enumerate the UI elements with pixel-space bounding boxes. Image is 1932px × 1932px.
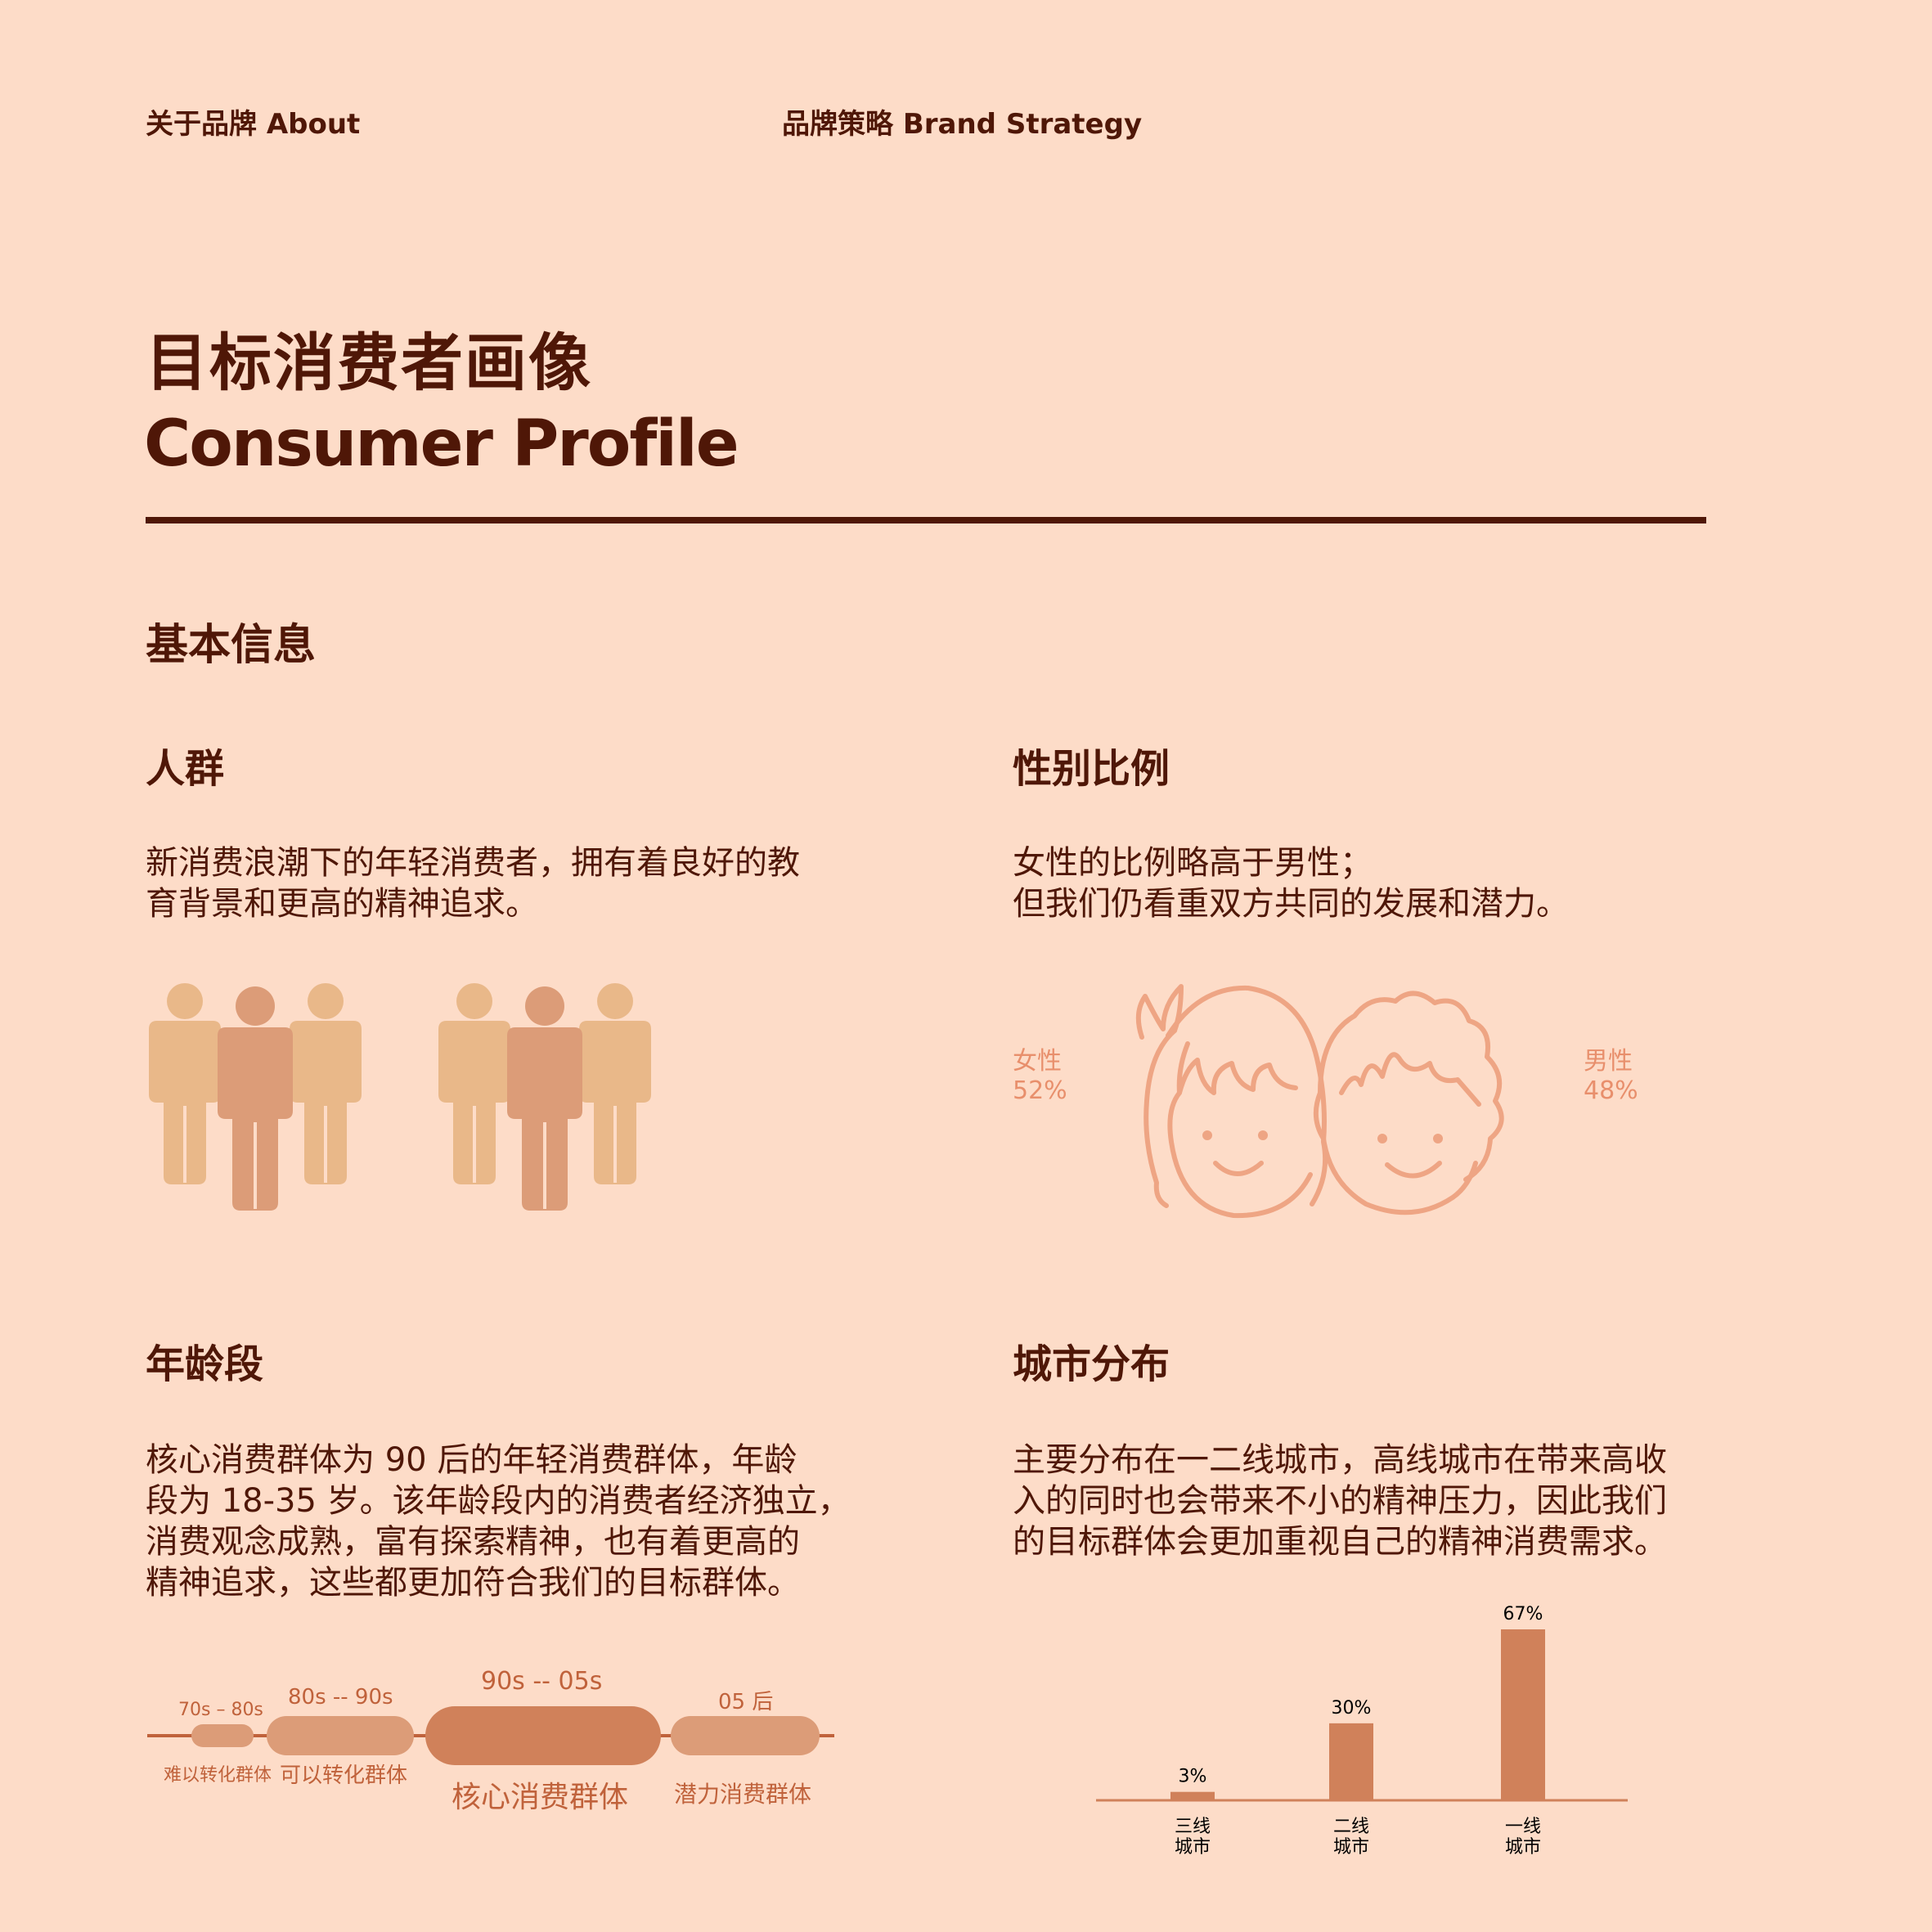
city-bar-value-label: 30%	[1332, 1698, 1372, 1719]
age-text-line: 核心消费群体为 90 后的年轻消费群体，年龄	[146, 1441, 798, 1479]
city-text: 主要分布在一二线城市，高线城市在带来高收 入的同时也会带来不小的精神压力，因此我…	[1013, 1440, 1732, 1562]
city-bar-1	[1329, 1723, 1373, 1799]
nav-about[interactable]: 关于品牌 About	[146, 108, 361, 141]
age-group-70s: 难以转化群体	[164, 1765, 272, 1786]
city-category-label: 三线	[1175, 1817, 1211, 1837]
city-bar-2	[1501, 1629, 1545, 1799]
gender-text-line: 女性的比例略高于男性；	[1013, 844, 1373, 882]
people-cluster-2	[437, 982, 653, 1212]
page-title-cn: 目标消费者画像	[146, 326, 592, 399]
male-stat: 男性 48%	[1584, 1047, 1638, 1106]
city-bar-0	[1170, 1791, 1215, 1799]
female-value: 52%	[1013, 1076, 1067, 1105]
age-group-80s: 可以转化群体	[280, 1764, 408, 1788]
section-title: 基本信息	[146, 621, 317, 670]
age-text: 核心消费群体为 90 后的年轻消费群体，年龄 段为 18-35 岁。该年龄段内的…	[146, 1440, 865, 1603]
city-text-line: 入的同时也会带来不小的精神压力，因此我们	[1013, 1482, 1667, 1520]
city-text-line: 主要分布在一二线城市，高线城市在带来高收	[1013, 1441, 1667, 1479]
people-cluster-1	[147, 982, 363, 1212]
boy-face-icon	[1313, 991, 1504, 1215]
gender-text: 女性的比例略高于男性； 但我们仍看重双方共同的发展和潜力。	[1013, 842, 1732, 924]
male-label: 男性	[1584, 1047, 1633, 1076]
city-bar-value-label: 67%	[1503, 1604, 1543, 1624]
nav-brand-strategy[interactable]: 品牌策略 Brand Strategy	[782, 108, 1143, 141]
city-bar-value-label: 3%	[1179, 1767, 1207, 1787]
people-group-icon	[147, 982, 653, 1212]
city-category-label: 二线	[1333, 1817, 1369, 1837]
female-stat: 女性 52%	[1013, 1047, 1067, 1106]
city-text-line: 的目标群体会更加重视自己的精神消费需求。	[1013, 1523, 1667, 1561]
title-divider	[146, 517, 1706, 523]
female-label: 女性	[1013, 1047, 1062, 1076]
age-range-80s: 80s -- 90s	[288, 1685, 393, 1710]
city-category-label: 城市	[1175, 1837, 1211, 1858]
age-segment-bar-90s	[425, 1706, 661, 1765]
crowd-text: 新消费浪潮下的年轻消费者，拥有着良好的教 育背景和更高的精神追求。	[146, 842, 865, 924]
gender-title: 性别比例	[1013, 746, 1170, 792]
girl-face-icon	[1135, 984, 1328, 1219]
city-title: 城市分布	[1013, 1341, 1170, 1387]
city-category-label: 城市	[1333, 1837, 1369, 1858]
gender-text-line: 但我们仍看重双方共同的发展和潜力。	[1013, 885, 1569, 923]
age-group-05: 潜力消费群体	[674, 1781, 812, 1808]
crowd-text-line: 育背景和更高的精神追求。	[146, 885, 538, 923]
age-text-line: 段为 18-35 岁。该年龄段内的消费者经济独立，	[146, 1482, 851, 1520]
age-range-90s: 90s -- 05s	[481, 1667, 603, 1696]
age-segment-bar-05	[671, 1716, 820, 1755]
age-segment-bar-80s	[267, 1716, 414, 1755]
city-category-label: 城市	[1505, 1837, 1541, 1858]
age-segment-bar-70s	[191, 1724, 254, 1747]
page-title-en: Consumer Profile	[144, 407, 739, 481]
age-group-90s: 核心消费群体	[452, 1781, 629, 1814]
crowd-title: 人群	[146, 746, 225, 792]
city-category-label: 一线	[1505, 1817, 1541, 1837]
crowd-text-line: 新消费浪潮下的年轻消费者，拥有着良好的教	[146, 844, 800, 882]
age-text-line: 精神追求，这些都更加符合我们的目标群体。	[146, 1564, 800, 1602]
male-value: 48%	[1584, 1076, 1638, 1105]
age-range-70s: 70s – 80s	[178, 1700, 263, 1720]
age-range-05: 05 后	[718, 1690, 774, 1714]
age-text-line: 消费观念成熟，富有探索精神，也有着更高的	[146, 1523, 800, 1561]
girl-boy-faces-icon	[1135, 984, 1504, 1219]
age-title: 年龄段	[146, 1341, 264, 1387]
